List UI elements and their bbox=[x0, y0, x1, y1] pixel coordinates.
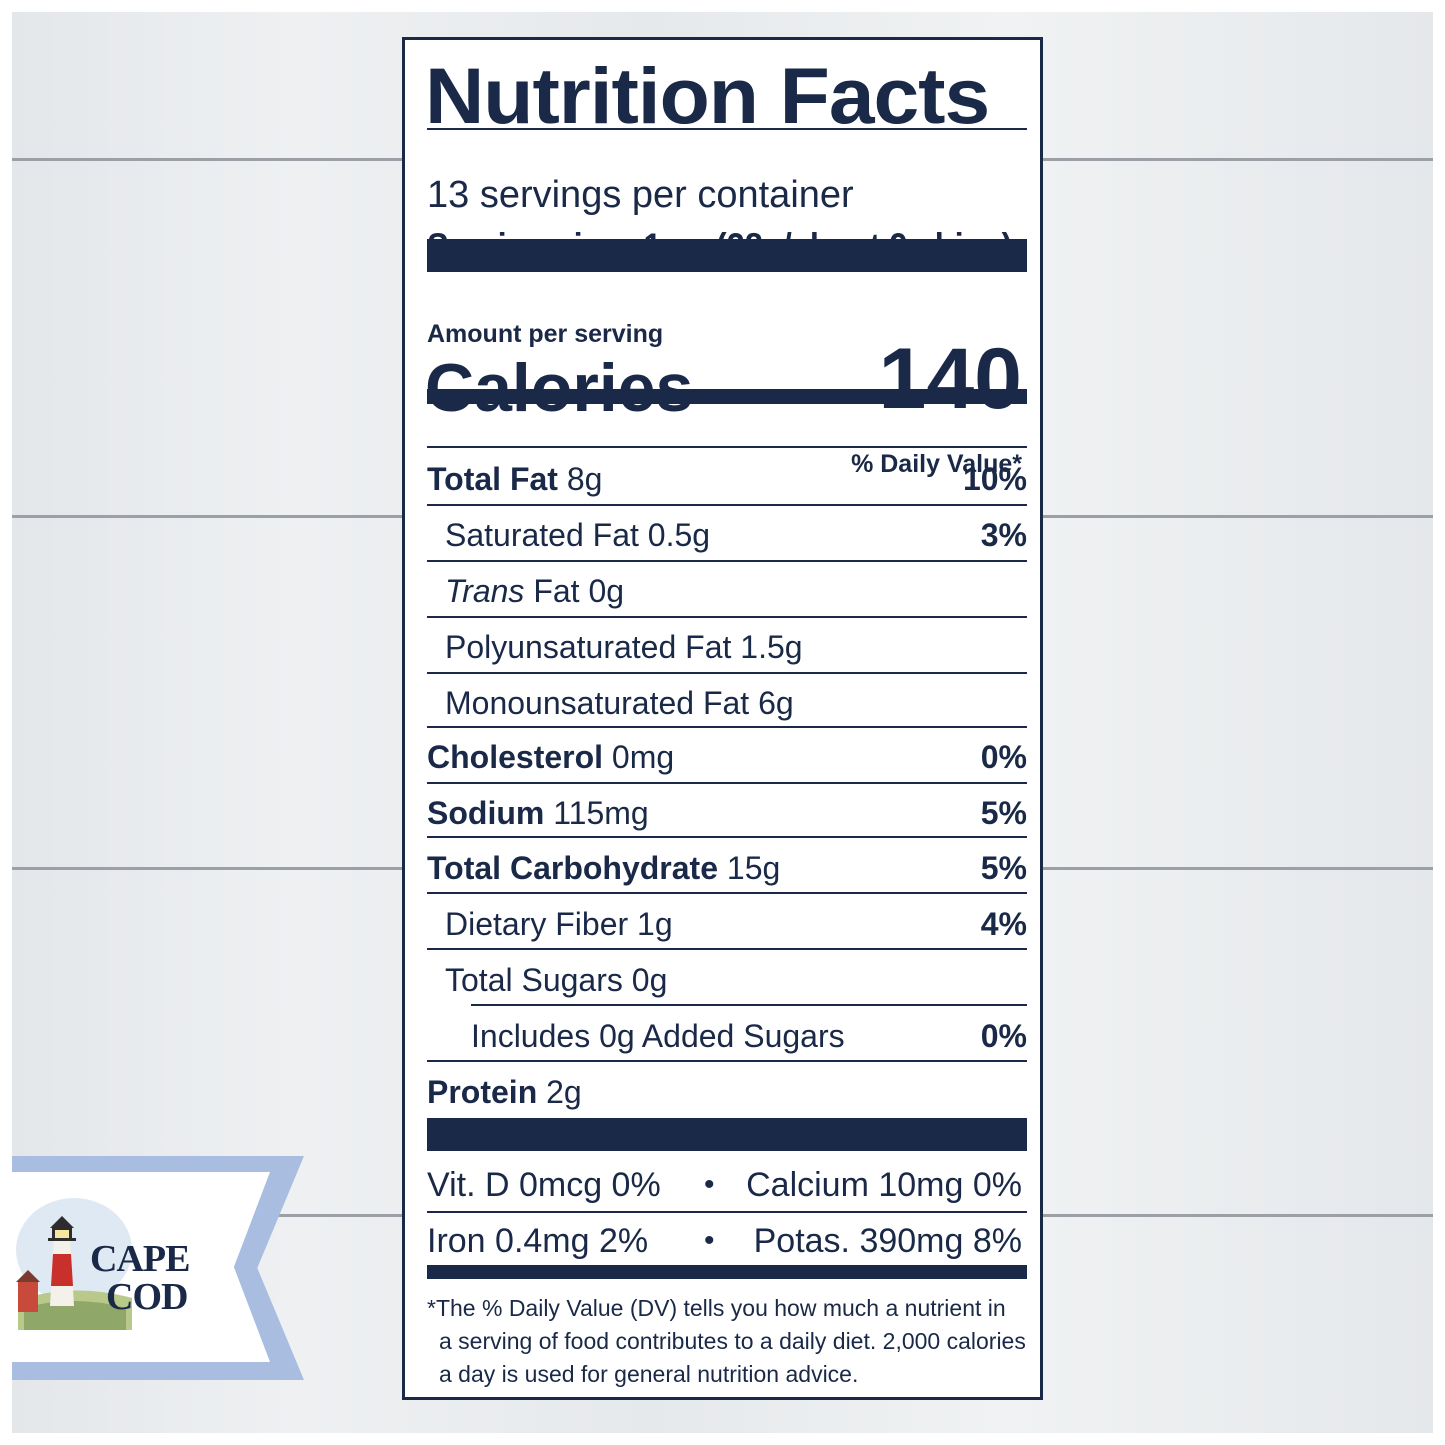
nutrient-row-dietary-fiber: Dietary Fiber 1g 4% bbox=[445, 896, 1027, 952]
calories-value: 140 bbox=[878, 331, 1023, 427]
divider bbox=[427, 948, 1027, 950]
vitamin-d: Vit. D 0mcg 0% bbox=[427, 1166, 661, 1204]
nutrient-amount: 1.5g bbox=[740, 629, 803, 665]
nutrient-row-trans-fat: Trans Fat 0g bbox=[445, 563, 1027, 619]
divider bbox=[471, 1004, 1027, 1006]
medium-divider bbox=[427, 389, 1027, 404]
divider bbox=[427, 726, 1027, 728]
divider bbox=[427, 446, 1027, 448]
daily-value-header: % Daily Value* bbox=[851, 450, 1022, 478]
nutrient-row-total-carbohydrate: Total Carbohydrate 15g 5% bbox=[427, 840, 1027, 896]
nutrient-dv: 3% bbox=[980, 517, 1027, 553]
nutrient-name: Sodium bbox=[427, 795, 545, 831]
divider bbox=[427, 504, 1027, 506]
bullet: • bbox=[704, 1168, 715, 1201]
nutrient-dv: 5% bbox=[980, 795, 1027, 831]
divider bbox=[427, 672, 1027, 674]
nutrient-dv: 0% bbox=[980, 739, 1027, 775]
divider bbox=[427, 616, 1027, 618]
nutrient-amount: 0g bbox=[588, 573, 625, 609]
label-title: Nutrition Facts bbox=[425, 51, 990, 140]
brand-name-line2: COD bbox=[106, 1276, 188, 1318]
thick-divider bbox=[427, 1118, 1027, 1151]
footnote-line: *The % Daily Value (DV) tells you how mu… bbox=[427, 1295, 1006, 1321]
medium-divider bbox=[427, 1265, 1027, 1279]
nutrient-row-saturated-fat: Saturated Fat 0.5g 3% bbox=[445, 507, 1027, 563]
nutrient-name: Total Fat bbox=[427, 461, 558, 497]
nutrient-amount: 1g bbox=[637, 906, 673, 942]
nutrient-row-polyunsaturated-fat: Polyunsaturated Fat 1.5g bbox=[445, 619, 1027, 675]
nutrient-row-protein: Protein 2g bbox=[427, 1064, 1027, 1120]
nutrient-amount: 8g bbox=[566, 461, 603, 497]
nutrient-amount: 0.5g bbox=[647, 517, 711, 553]
nutrient-name: Cholesterol bbox=[427, 739, 604, 775]
divider bbox=[427, 836, 1027, 838]
calcium: Calcium 10mg 0% bbox=[746, 1166, 1022, 1204]
nutrient-row-monounsaturated-fat: Monounsaturated Fat 6g bbox=[445, 675, 1027, 731]
nutrient-dv: 4% bbox=[980, 906, 1027, 942]
footnote-line: a serving of food contributes to a daily… bbox=[439, 1328, 1026, 1354]
iron: Iron 0.4mg 2% bbox=[427, 1222, 649, 1260]
divider bbox=[427, 1211, 1027, 1213]
nutrient-row-cholesterol: Cholesterol 0mg 0% bbox=[427, 729, 1027, 785]
cape-cod-logo: CAPE COD bbox=[14, 1190, 214, 1340]
nutrient-name-italic: Trans bbox=[445, 573, 525, 609]
nutrient-amount: 15g bbox=[726, 850, 781, 886]
amount-per-serving: Amount per serving bbox=[427, 320, 664, 348]
bullet: • bbox=[704, 1224, 715, 1257]
nutrient-name: Total Carbohydrate bbox=[427, 850, 718, 886]
nutrient-amount: 115mg bbox=[553, 795, 649, 831]
brand-name-line1: CAPE bbox=[90, 1238, 190, 1280]
nutrient-name: Protein bbox=[427, 1074, 538, 1110]
lighthouse-icon bbox=[16, 1198, 132, 1330]
nutrient-dv: 0% bbox=[980, 1018, 1027, 1054]
nutrient-row-added-sugars: Includes 0g Added Sugars 0% bbox=[471, 1008, 1027, 1064]
divider bbox=[427, 128, 1027, 130]
nutrient-amount: 2g bbox=[546, 1074, 582, 1110]
nutrient-name: Includes 0g Added Sugars bbox=[471, 1018, 845, 1054]
nutrient-name: Polyunsaturated Fat bbox=[445, 629, 732, 665]
divider bbox=[427, 892, 1027, 894]
thick-divider bbox=[427, 239, 1027, 272]
nutrient-name: Fat bbox=[533, 573, 580, 609]
nutrient-dv: 5% bbox=[980, 850, 1027, 886]
nutrient-row-total-fat: Total Fat 8g 10% bbox=[427, 451, 1027, 507]
footnote-line: a day is used for general nutrition advi… bbox=[439, 1361, 859, 1387]
divider bbox=[427, 560, 1027, 562]
nutrient-row-total-sugars: Total Sugars 0g bbox=[445, 952, 1027, 1008]
nutrient-amount: 0mg bbox=[611, 739, 675, 775]
footnote: *The % Daily Value (DV) tells you how mu… bbox=[427, 1292, 1031, 1391]
servings-per-container: 13 servings per container bbox=[427, 174, 854, 216]
nutrition-facts-label: Nutrition Facts 13 servings per containe… bbox=[402, 37, 1043, 1400]
nutrient-name: Saturated Fat bbox=[445, 517, 639, 553]
nutrient-name: Total Sugars bbox=[445, 962, 623, 998]
divider bbox=[427, 782, 1027, 784]
nutrient-amount: 6g bbox=[758, 685, 794, 721]
nutrient-name: Monounsaturated Fat bbox=[445, 685, 750, 721]
calories-label: Calories bbox=[425, 350, 694, 426]
nutrient-row-sodium: Sodium 115mg 5% bbox=[427, 785, 1027, 841]
nutrient-amount: 0g bbox=[631, 962, 668, 998]
nutrient-name: Dietary Fiber bbox=[445, 906, 629, 942]
nutrient-dv: 10% bbox=[962, 461, 1027, 497]
potassium: Potas. 390mg 8% bbox=[753, 1222, 1022, 1260]
divider bbox=[427, 1060, 1027, 1062]
